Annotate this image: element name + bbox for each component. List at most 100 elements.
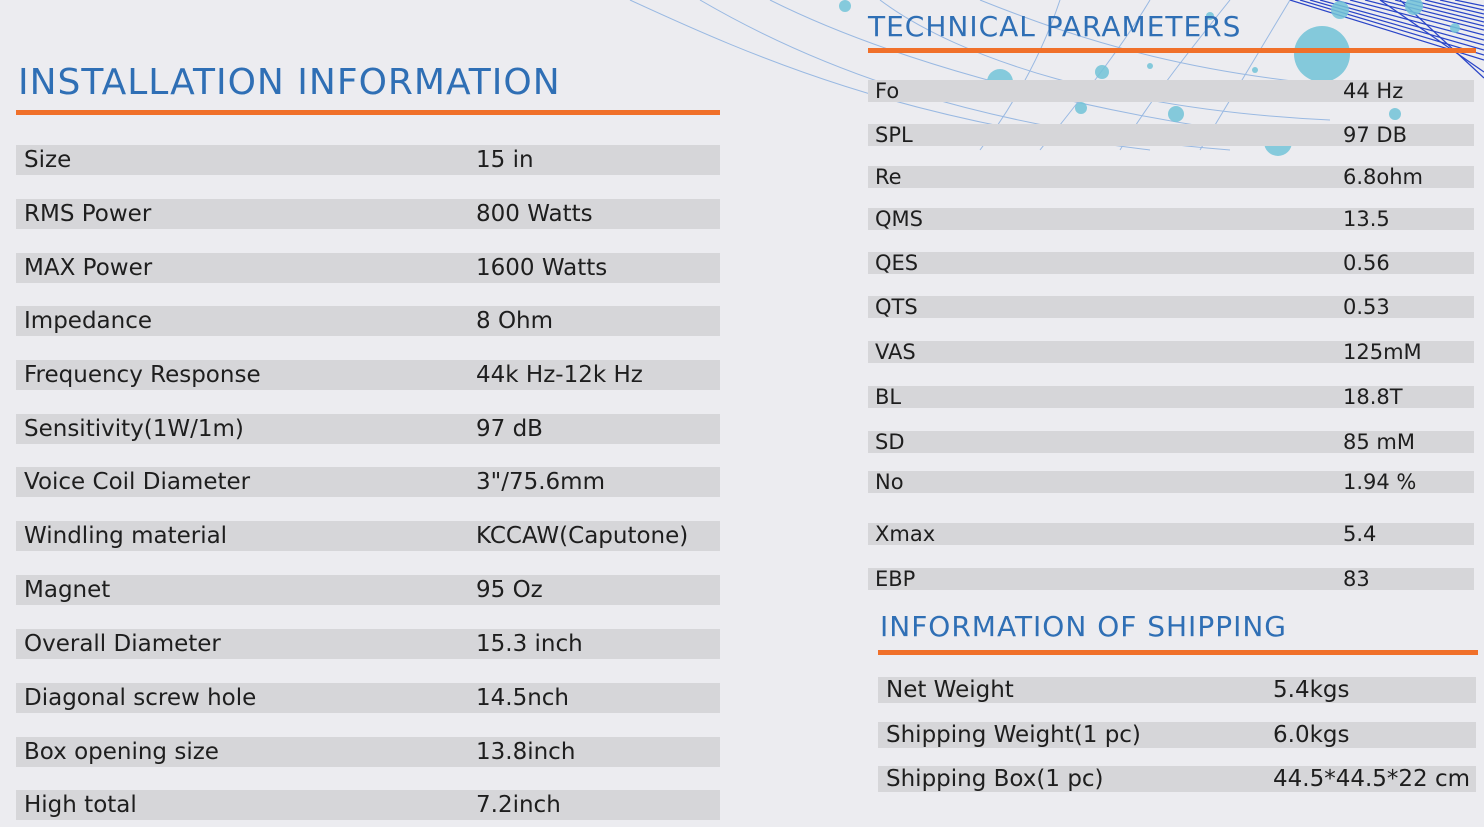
row-bar — [16, 199, 720, 229]
row-label: Overall Diameter — [24, 631, 221, 657]
row-value: 15.3 inch — [476, 631, 583, 657]
row-value: 5.4 — [1343, 522, 1377, 546]
row-bar — [16, 145, 720, 175]
row-label: High total — [24, 792, 137, 818]
row-bar — [16, 414, 720, 444]
row-bar — [868, 166, 1474, 188]
table-row: No 1.94 % — [868, 471, 1474, 493]
row-value: 3"/75.6mm — [476, 469, 605, 495]
table-row: High total 7.2inch — [16, 790, 720, 820]
row-bar — [868, 431, 1474, 453]
row-label: RMS Power — [24, 201, 152, 227]
row-value: 1.94 % — [1343, 470, 1417, 494]
row-label: Windling material — [24, 523, 228, 549]
row-value: 1600 Watts — [476, 255, 608, 281]
table-row: RMS Power 800 Watts — [16, 199, 720, 229]
table-row: Xmax 5.4 — [868, 523, 1474, 545]
row-label: Net Weight — [886, 677, 1014, 703]
row-bar — [878, 766, 1476, 792]
row-value: 85 mM — [1343, 430, 1415, 454]
table-row: Magnet 95 Oz — [16, 575, 720, 605]
row-label: VAS — [875, 340, 916, 364]
table-row: VAS 125mM — [868, 341, 1474, 363]
row-value: 95 Oz — [476, 577, 543, 603]
row-bar — [16, 683, 720, 713]
technical-title: TECHNICAL PARAMETERS — [868, 10, 1242, 43]
row-label: EBP — [875, 567, 916, 591]
row-value: 13.5 — [1343, 207, 1390, 231]
shipping-title: INFORMATION OF SHIPPING — [880, 610, 1287, 643]
row-bar — [878, 677, 1476, 703]
table-row: Size 15 in — [16, 145, 720, 175]
row-value: 18.8T — [1343, 385, 1403, 409]
row-bar — [868, 252, 1474, 274]
table-row: Frequency Response 44k Hz-12k Hz — [16, 360, 720, 390]
row-label: Frequency Response — [24, 362, 261, 388]
row-label: Shipping Weight(1 pc) — [886, 722, 1141, 748]
row-value: 14.5nch — [476, 685, 570, 711]
row-label: Xmax — [875, 522, 936, 546]
table-row: QES 0.56 — [868, 252, 1474, 274]
row-value: 13.8inch — [476, 739, 576, 765]
table-row: Fo 44 Hz — [868, 80, 1474, 102]
row-value: 7.2inch — [476, 792, 561, 818]
row-label: Size — [24, 147, 72, 173]
row-bar — [868, 208, 1474, 230]
table-row: Sensitivity(1W/1m) 97 dB — [16, 414, 720, 444]
row-label: Sensitivity(1W/1m) — [24, 416, 244, 442]
row-label: MAX Power — [24, 255, 153, 281]
table-row: MAX Power 1600 Watts — [16, 253, 720, 283]
row-bar — [868, 80, 1474, 102]
row-label: Fo — [875, 79, 900, 103]
row-value: 97 DB — [1343, 123, 1407, 147]
table-row: BL 18.8T — [868, 386, 1474, 408]
table-row: SPL 97 DB — [868, 124, 1474, 146]
row-label: BL — [875, 385, 902, 409]
table-row: Voice Coil Diameter 3"/75.6mm — [16, 467, 720, 497]
table-row: Impedance 8 Ohm — [16, 306, 720, 336]
table-row: SD 85 mM — [868, 431, 1474, 453]
technical-title-underline — [868, 48, 1476, 53]
row-label: Re — [875, 165, 902, 189]
row-label: Magnet — [24, 577, 111, 603]
row-label: Voice Coil Diameter — [24, 469, 251, 495]
row-label: Box opening size — [24, 739, 219, 765]
row-bar — [16, 790, 720, 820]
row-value: 44.5*44.5*22 cm — [1273, 766, 1471, 792]
row-bar — [16, 629, 720, 659]
table-row: QTS 0.53 — [868, 296, 1474, 318]
row-value: 6.0kgs — [1273, 722, 1350, 748]
row-label: Impedance — [24, 308, 153, 334]
table-row: Diagonal screw hole 14.5nch — [16, 683, 720, 713]
row-bar — [16, 360, 720, 390]
installation-title: INSTALLATION INFORMATION — [18, 62, 561, 103]
table-row: Box opening size 13.8inch — [16, 737, 720, 767]
installation-title-underline — [16, 110, 720, 115]
row-bar — [16, 306, 720, 336]
table-row: EBP 83 — [868, 568, 1474, 590]
row-bar — [16, 521, 720, 551]
row-label: QMS — [875, 207, 923, 231]
table-row: QMS 13.5 — [868, 208, 1474, 230]
row-value: 125mM — [1343, 340, 1422, 364]
row-value: 6.8ohm — [1343, 165, 1424, 189]
row-label: No — [875, 470, 904, 494]
row-bar — [16, 253, 720, 283]
row-bar — [16, 575, 720, 605]
row-value: 97 dB — [476, 416, 543, 442]
row-label: SPL — [875, 123, 913, 147]
row-bar — [16, 467, 720, 497]
table-row: Shipping Box(1 pc) 44.5*44.5*22 cm — [878, 766, 1476, 792]
row-bar — [868, 523, 1474, 545]
table-row: Shipping Weight(1 pc) 6.0kgs — [878, 722, 1476, 748]
table-row: Windling material KCCAW(Caputone) — [16, 521, 720, 551]
row-value: 44 Hz — [1343, 79, 1404, 103]
row-bar — [868, 296, 1474, 318]
row-value: KCCAW(Caputone) — [476, 523, 689, 549]
row-bar — [868, 124, 1474, 146]
row-bar — [16, 737, 720, 767]
table-row: Net Weight 5.4kgs — [878, 677, 1476, 703]
row-bar — [868, 568, 1474, 590]
shipping-title-underline — [878, 650, 1478, 655]
table-row: Overall Diameter 15.3 inch — [16, 629, 720, 659]
